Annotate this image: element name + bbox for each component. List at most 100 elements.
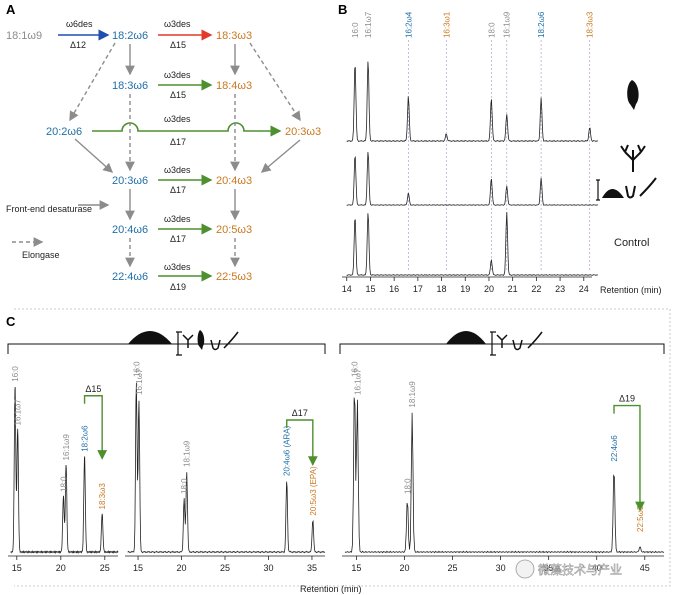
trace-b-1 xyxy=(346,152,599,206)
tick-label-b-6: 20 xyxy=(484,284,494,294)
tick-label-b-3: 17 xyxy=(413,284,423,294)
delta-label-d15: Δ15 xyxy=(85,384,101,394)
peak-label-c-1-1: 16:1ω7 xyxy=(135,368,144,395)
enzyme-w3des-4: ω3des xyxy=(164,165,191,175)
peak-label-c-2-3: 18:1ω9 xyxy=(408,381,417,408)
tick-label-b-4: 18 xyxy=(437,284,447,294)
peak-label-b-1: 16:1ω7 xyxy=(364,11,373,38)
peak-label-c-0-0: 16:0 xyxy=(11,366,20,382)
peak-label-b-2: 16:2ω4 xyxy=(404,11,413,38)
peak-label-c-1-0: 16:0 xyxy=(132,361,141,377)
tick-label-c-1-3: 30 xyxy=(263,563,273,573)
node-20-3w3: 20:3ω3 xyxy=(285,126,321,138)
trace-c-2 xyxy=(344,397,665,554)
enzyme-d15-2: Δ15 xyxy=(170,90,186,100)
panel-b-chart: 16:0 16:1ω7 16:2ω4 16:3ω1 18:0 16:1ω9 18:2ω6 18… xyxy=(342,11,599,294)
peak-label-b-6: 18:2ω6 xyxy=(537,11,546,38)
algae-icon xyxy=(620,144,646,172)
tick-label-c-2-3: 30 xyxy=(496,563,506,573)
peak-label-c-0-3: 16:1ω9 xyxy=(62,434,71,461)
peak-label-c-1-4: 20:4ω6 (ARA) xyxy=(283,425,292,476)
node-18-1w9: 18:1ω9 xyxy=(6,30,42,42)
symbiont-icons xyxy=(596,177,657,201)
tick-label-b-8: 22 xyxy=(531,284,541,294)
delta-label-d19: Δ19 xyxy=(619,394,635,404)
enzyme-w3des-5: ω3des xyxy=(164,214,191,224)
tick-label-c-2-6: 45 xyxy=(640,563,650,573)
peak-label-c-1-5: 20:5ω3 (EPA) xyxy=(309,466,318,516)
tick-label-c-0-0: 15 xyxy=(12,563,22,573)
arrow-diag-1 xyxy=(69,42,116,122)
peak-label-c-2-4: 22:4ω6 xyxy=(610,435,619,462)
enzyme-d17-1: Δ17 xyxy=(170,137,186,147)
enzyme-w3des-2: ω3des xyxy=(164,70,191,80)
tick-label-b-9: 23 xyxy=(555,284,565,294)
trace-c-1 xyxy=(127,382,326,554)
tick-label-c-1-2: 25 xyxy=(220,563,230,573)
node-20-3w6: 20:3ω6 xyxy=(112,175,148,187)
enzyme-d15-1: Δ15 xyxy=(170,40,186,50)
bracket-right-icons xyxy=(446,331,543,356)
tick-label-b-0: 14 xyxy=(342,284,352,294)
legend-elongase: Elongase xyxy=(22,250,60,260)
enzyme-w3des-6: ω3des xyxy=(164,262,191,272)
tick-label-c-0-1: 20 xyxy=(56,563,66,573)
delta-arrow-0 xyxy=(83,395,108,460)
panel-a-label: A xyxy=(6,2,16,17)
delta-arrow-2 xyxy=(613,404,645,512)
enzyme-d17-3: Δ17 xyxy=(170,234,186,244)
node-18-2w6: 18:2ω6 xyxy=(112,30,148,42)
enzyme-d19: Δ19 xyxy=(170,282,186,292)
enzyme-d12: Δ12 xyxy=(70,40,86,50)
tick-label-c-2-0: 15 xyxy=(351,563,361,573)
bracket-left xyxy=(7,343,326,354)
legend-front-end: Front-end desaturase xyxy=(6,204,92,214)
tick-label-c-0-2: 25 xyxy=(100,563,110,573)
delta-label-d17: Δ17 xyxy=(292,408,308,418)
peak-label-c-1-3: 18:1ω9 xyxy=(183,440,192,467)
tick-label-c-1-0: 15 xyxy=(133,563,143,573)
node-20-4w6: 20:4ω6 xyxy=(112,224,148,236)
node-22-4w6: 22:4ω6 xyxy=(112,271,148,283)
trace-b-0 xyxy=(346,61,599,143)
panel-c-frame xyxy=(14,308,671,587)
peak-label-c-2-5: 22:5ω3 xyxy=(636,505,645,532)
arrow-diag-3 xyxy=(74,138,114,173)
watermark: 微藻技术与产业 xyxy=(515,559,622,579)
arrow-d17-long xyxy=(92,122,282,137)
tick-label-b-10: 24 xyxy=(579,284,589,294)
enzyme-w3des-3: ω3des xyxy=(164,114,191,124)
tick-label-b-5: 19 xyxy=(460,284,470,294)
peak-label-c-0-1: 16:1ω7 xyxy=(14,399,23,426)
tick-label-c-2-4: 35 xyxy=(544,563,554,573)
peak-label-b-5: 16:1ω9 xyxy=(503,11,512,38)
node-20-4w3: 20:4ω3 xyxy=(216,175,252,187)
node-20-5w3: 20:5ω3 xyxy=(216,224,252,236)
peak-label-c-0-4: 18:2ω6 xyxy=(81,425,90,452)
trace-c-0 xyxy=(10,387,119,555)
tick-label-b-2: 16 xyxy=(389,284,399,294)
tick-label-c-1-4: 35 xyxy=(307,563,317,573)
delta-arrow-1 xyxy=(286,419,318,467)
peak-label-c-1-2: 18:0 xyxy=(180,478,189,494)
panel-b-xlabel: Retention (min) xyxy=(600,285,662,295)
wechat-icon xyxy=(515,559,535,579)
worm-icon xyxy=(627,80,639,110)
bracket-left-icons xyxy=(128,330,239,356)
tick-label-c-2-2: 25 xyxy=(448,563,458,573)
peak-label-c-2-0: 16:0 xyxy=(350,361,359,377)
node-18-4w3: 18:4ω3 xyxy=(216,80,252,92)
enzyme-d17-2: Δ17 xyxy=(170,185,186,195)
node-18-3w3: 18:3ω3 xyxy=(216,30,252,42)
peak-label-b-4: 18:0 xyxy=(487,22,496,38)
peak-label-c-0-5: 18:3ω3 xyxy=(98,483,107,510)
tick-label-c-2-1: 20 xyxy=(399,563,409,573)
panel-b-label: B xyxy=(338,2,347,17)
peak-label-b-7: 18:3ω3 xyxy=(586,11,595,38)
peak-label-c-2-1: 16:1ω7 xyxy=(353,368,362,395)
peak-label-c-0-2: 18:0 xyxy=(59,476,68,492)
control-label: Control xyxy=(614,237,649,249)
tick-label-c-2-5: 40 xyxy=(592,563,602,573)
